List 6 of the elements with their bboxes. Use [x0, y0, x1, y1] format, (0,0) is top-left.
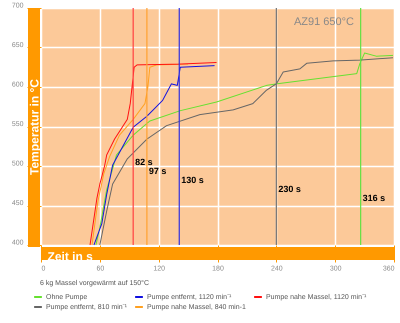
ref-line-label: 97 s [148, 166, 166, 176]
y-axis-title: Temperatur in °C [28, 78, 42, 175]
ref-line-label: 82 s [135, 157, 153, 168]
ref-line-label: 230 s [278, 184, 301, 194]
ref-line-label: 316 s [362, 193, 386, 204]
ref-line-label: 130 s [181, 175, 204, 186]
